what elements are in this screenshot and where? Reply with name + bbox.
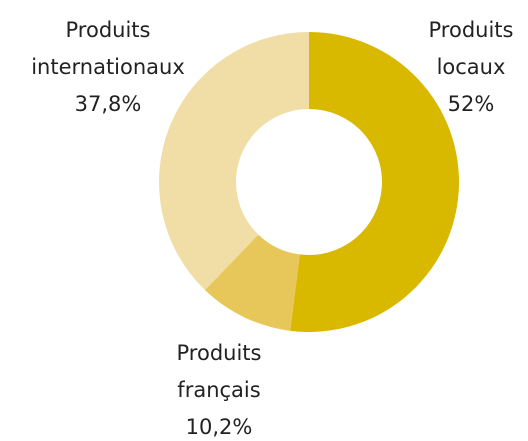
slice <box>290 32 459 332</box>
slice <box>159 32 309 291</box>
category-label: Produits locaux <box>428 18 514 79</box>
value-label: 52% <box>447 92 495 116</box>
slice-label: Produits internationaux 37,8% <box>31 12 185 123</box>
value-label: 37,8% <box>74 92 142 116</box>
slice <box>204 234 300 331</box>
category-label: Produits internationaux <box>31 18 185 79</box>
slice-label: Produits français 10,2% <box>177 335 262 441</box>
category-label: Produits français <box>176 341 262 402</box>
value-label: 10,2% <box>185 415 253 439</box>
slice-label: Produits locaux 52% <box>429 12 514 123</box>
